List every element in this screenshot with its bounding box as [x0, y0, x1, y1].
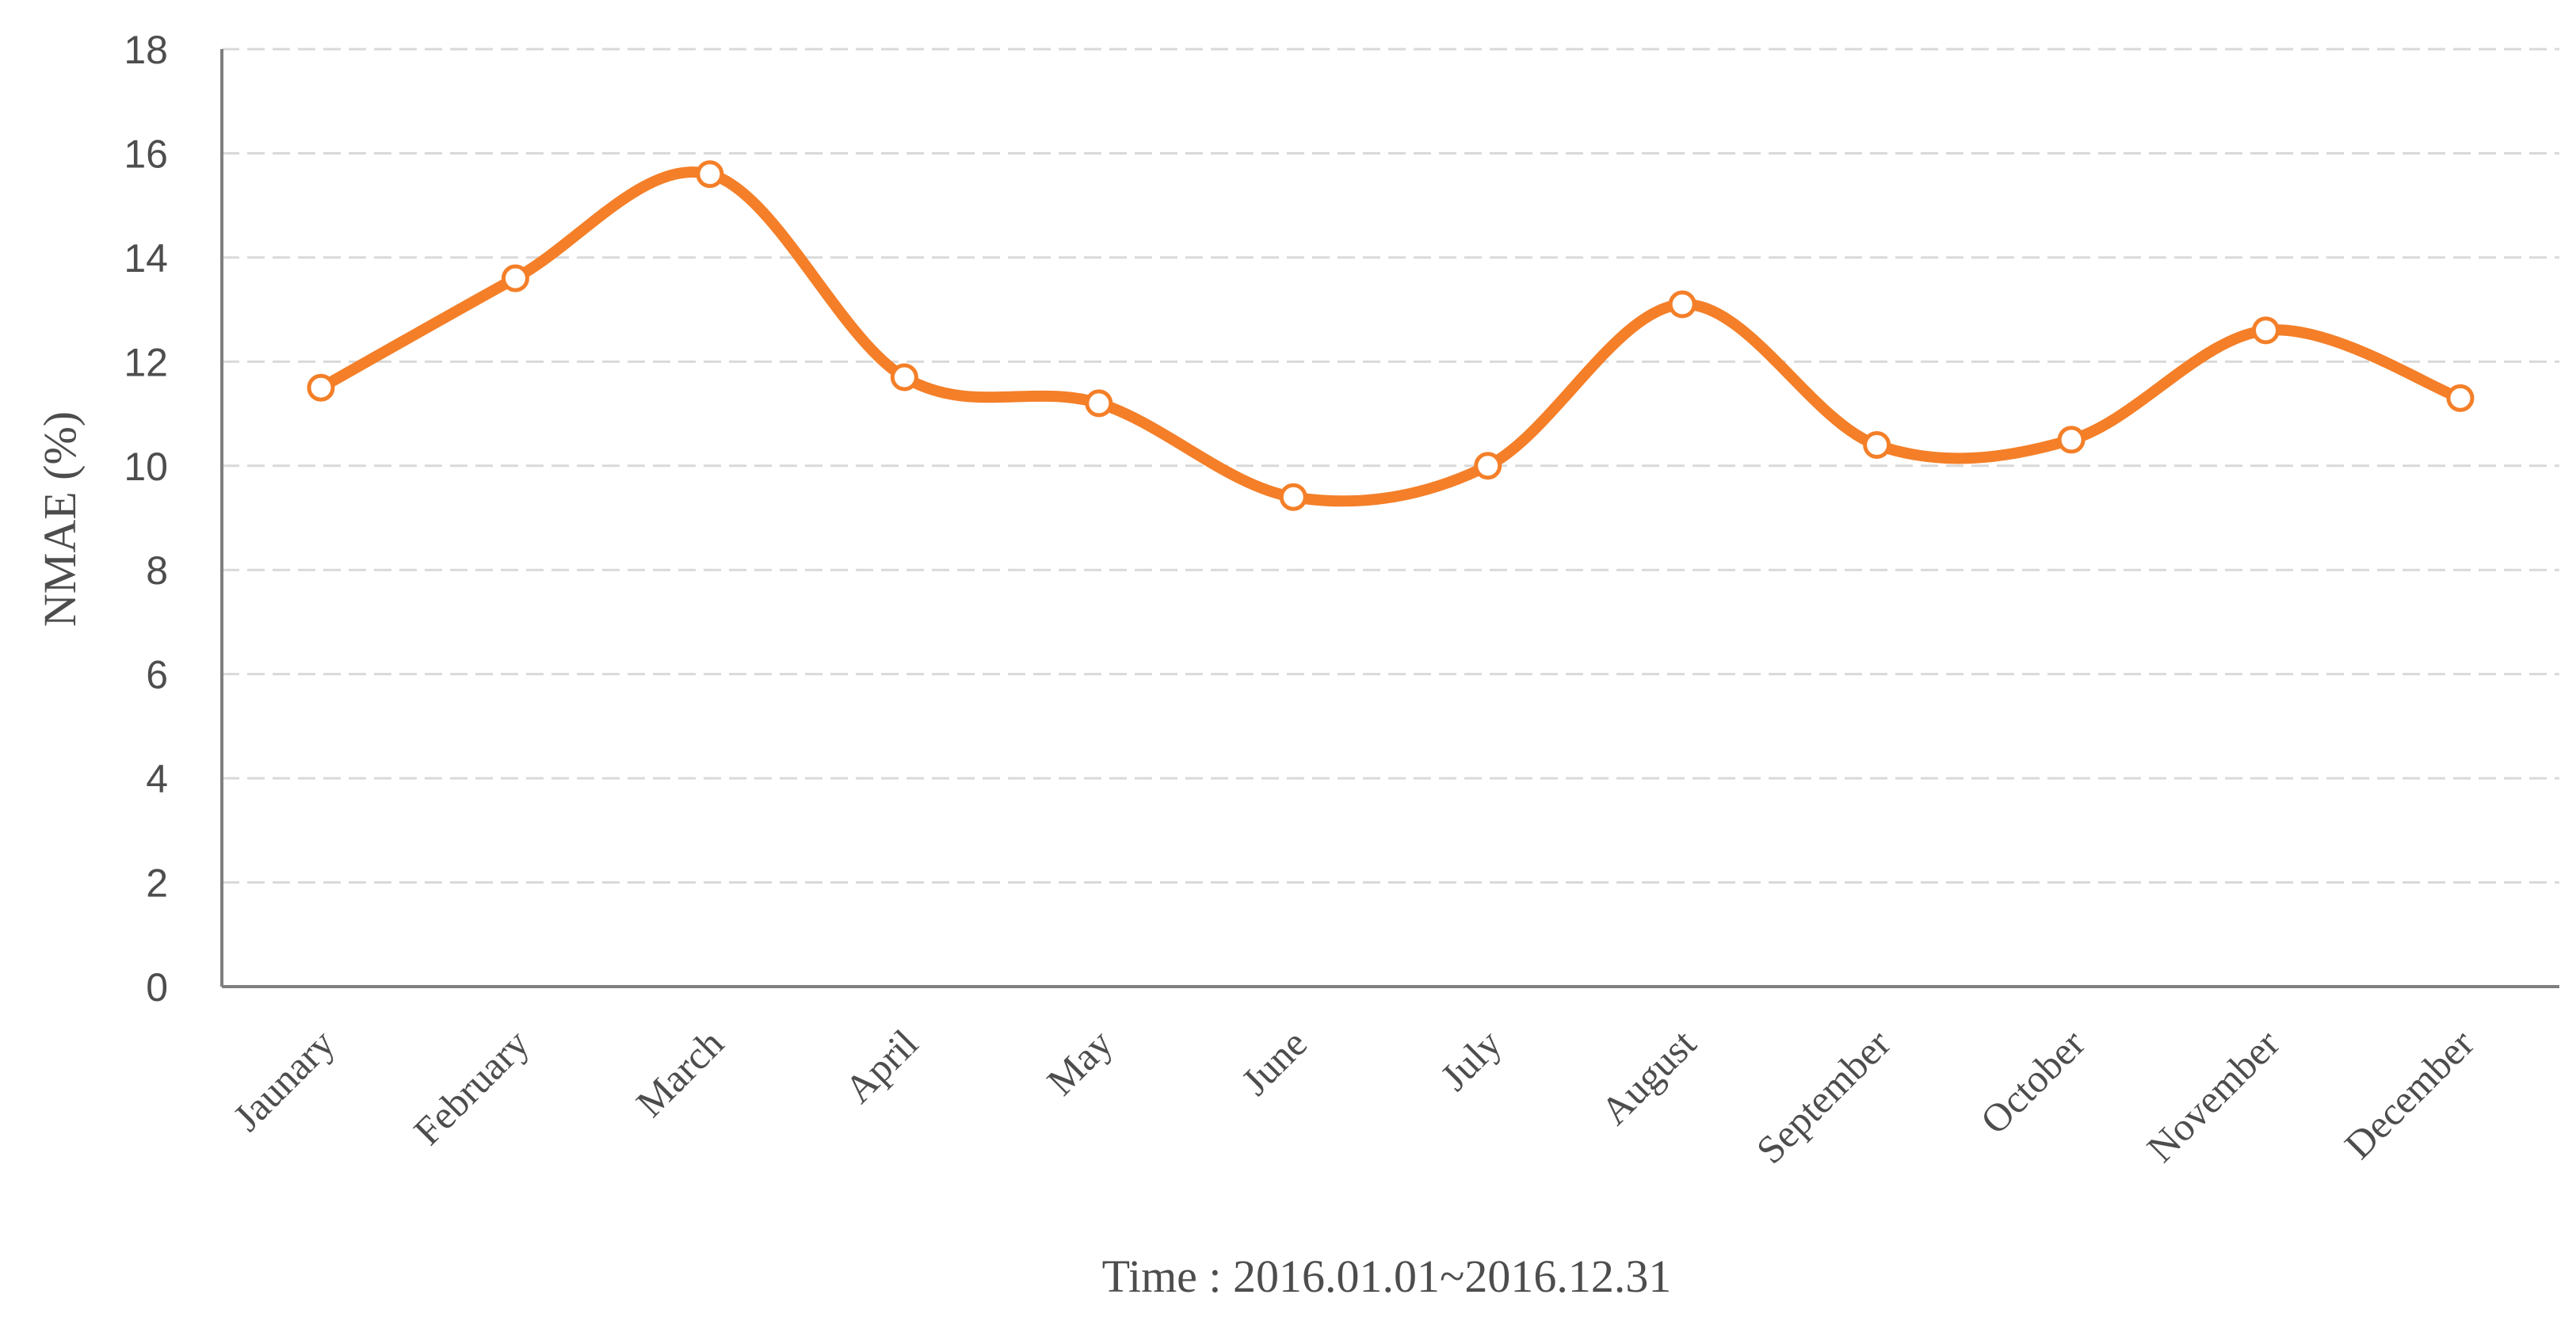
data-point — [1863, 430, 1891, 459]
data-point — [2446, 384, 2475, 412]
y-tick-label: 0 — [146, 965, 168, 1010]
axis-layer — [220, 49, 2559, 988]
x-tick-label: Jaunary — [224, 1021, 343, 1140]
x-tick-label: May — [1038, 1021, 1120, 1103]
y-tick-label: 2 — [146, 861, 168, 906]
x-tick-label: November — [2138, 1021, 2288, 1170]
x-tick-labels: Jaunary February March April May June July Augu… — [224, 1021, 2483, 1172]
y-tick-label: 6 — [146, 653, 168, 697]
data-point — [1474, 452, 1502, 480]
x-tick-label: July — [1432, 1021, 1510, 1099]
x-tick-label: March — [628, 1021, 732, 1125]
y-tick-label: 8 — [146, 548, 168, 593]
y-tick-label: 16 — [124, 132, 168, 176]
x-tick-label: September — [1748, 1021, 1899, 1172]
y-tick-labels: 0 2 4 6 8 10 12 14 16 18 — [124, 28, 168, 1010]
data-point — [1279, 483, 1307, 511]
data-point — [2057, 426, 2086, 454]
x-tick-label: April — [836, 1021, 926, 1111]
y-tick-label: 14 — [124, 236, 168, 281]
series-line — [315, 166, 2466, 507]
y-tick-label: 10 — [124, 445, 168, 489]
x-tick-label: August — [1592, 1021, 1704, 1133]
data-point — [696, 160, 724, 189]
data-point — [1085, 389, 1113, 418]
data-point — [501, 264, 529, 292]
data-point — [307, 373, 335, 402]
x-axis-title: Time : 2016.01.01~2016.12.31 — [1102, 1251, 1672, 1302]
data-point — [2252, 316, 2280, 345]
x-tick-label: June — [1233, 1021, 1315, 1103]
grid-layer — [222, 48, 2559, 884]
x-tick-label: October — [1971, 1021, 2093, 1143]
data-point — [890, 363, 918, 391]
x-tick-label: February — [405, 1021, 537, 1153]
x-tick-label: December — [2336, 1021, 2483, 1167]
y-tick-label: 12 — [124, 340, 168, 384]
y-tick-label: 18 — [124, 28, 168, 72]
series-layer — [307, 160, 2475, 511]
y-axis-title: NMAE (%) — [34, 411, 86, 627]
y-tick-label: 4 — [146, 757, 168, 801]
data-point — [1668, 290, 1696, 319]
